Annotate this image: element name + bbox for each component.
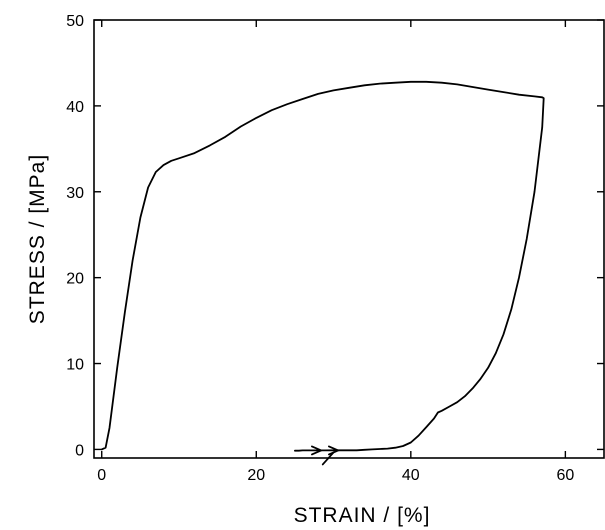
y-tick-label: 50 <box>66 13 84 30</box>
arrow-right-icon <box>311 445 323 456</box>
x-axis-label: STRAIN / [%] <box>294 504 431 527</box>
y-tick-label: 40 <box>66 99 84 116</box>
y-tick-label: 0 <box>75 442 84 459</box>
y-tick-label: 10 <box>66 357 84 374</box>
x-tick-label: 20 <box>247 467 265 484</box>
stress-strain-curve <box>100 80 545 452</box>
tick-labels: 0 20 40 60 0 10 20 30 40 50 <box>66 13 574 484</box>
y-tick-label: 30 <box>66 185 84 202</box>
pointer-line <box>321 451 335 466</box>
x-tick-label: 0 <box>97 467 106 484</box>
plot-frame <box>93 19 605 459</box>
y-axis-label: STRESS / [MPa] <box>26 154 49 324</box>
x-tick-label: 60 <box>556 467 574 484</box>
ticks-layer <box>94 19 604 458</box>
x-tick-label: 40 <box>402 467 420 484</box>
y-tick-label: 20 <box>66 271 84 288</box>
annotations <box>311 445 340 466</box>
